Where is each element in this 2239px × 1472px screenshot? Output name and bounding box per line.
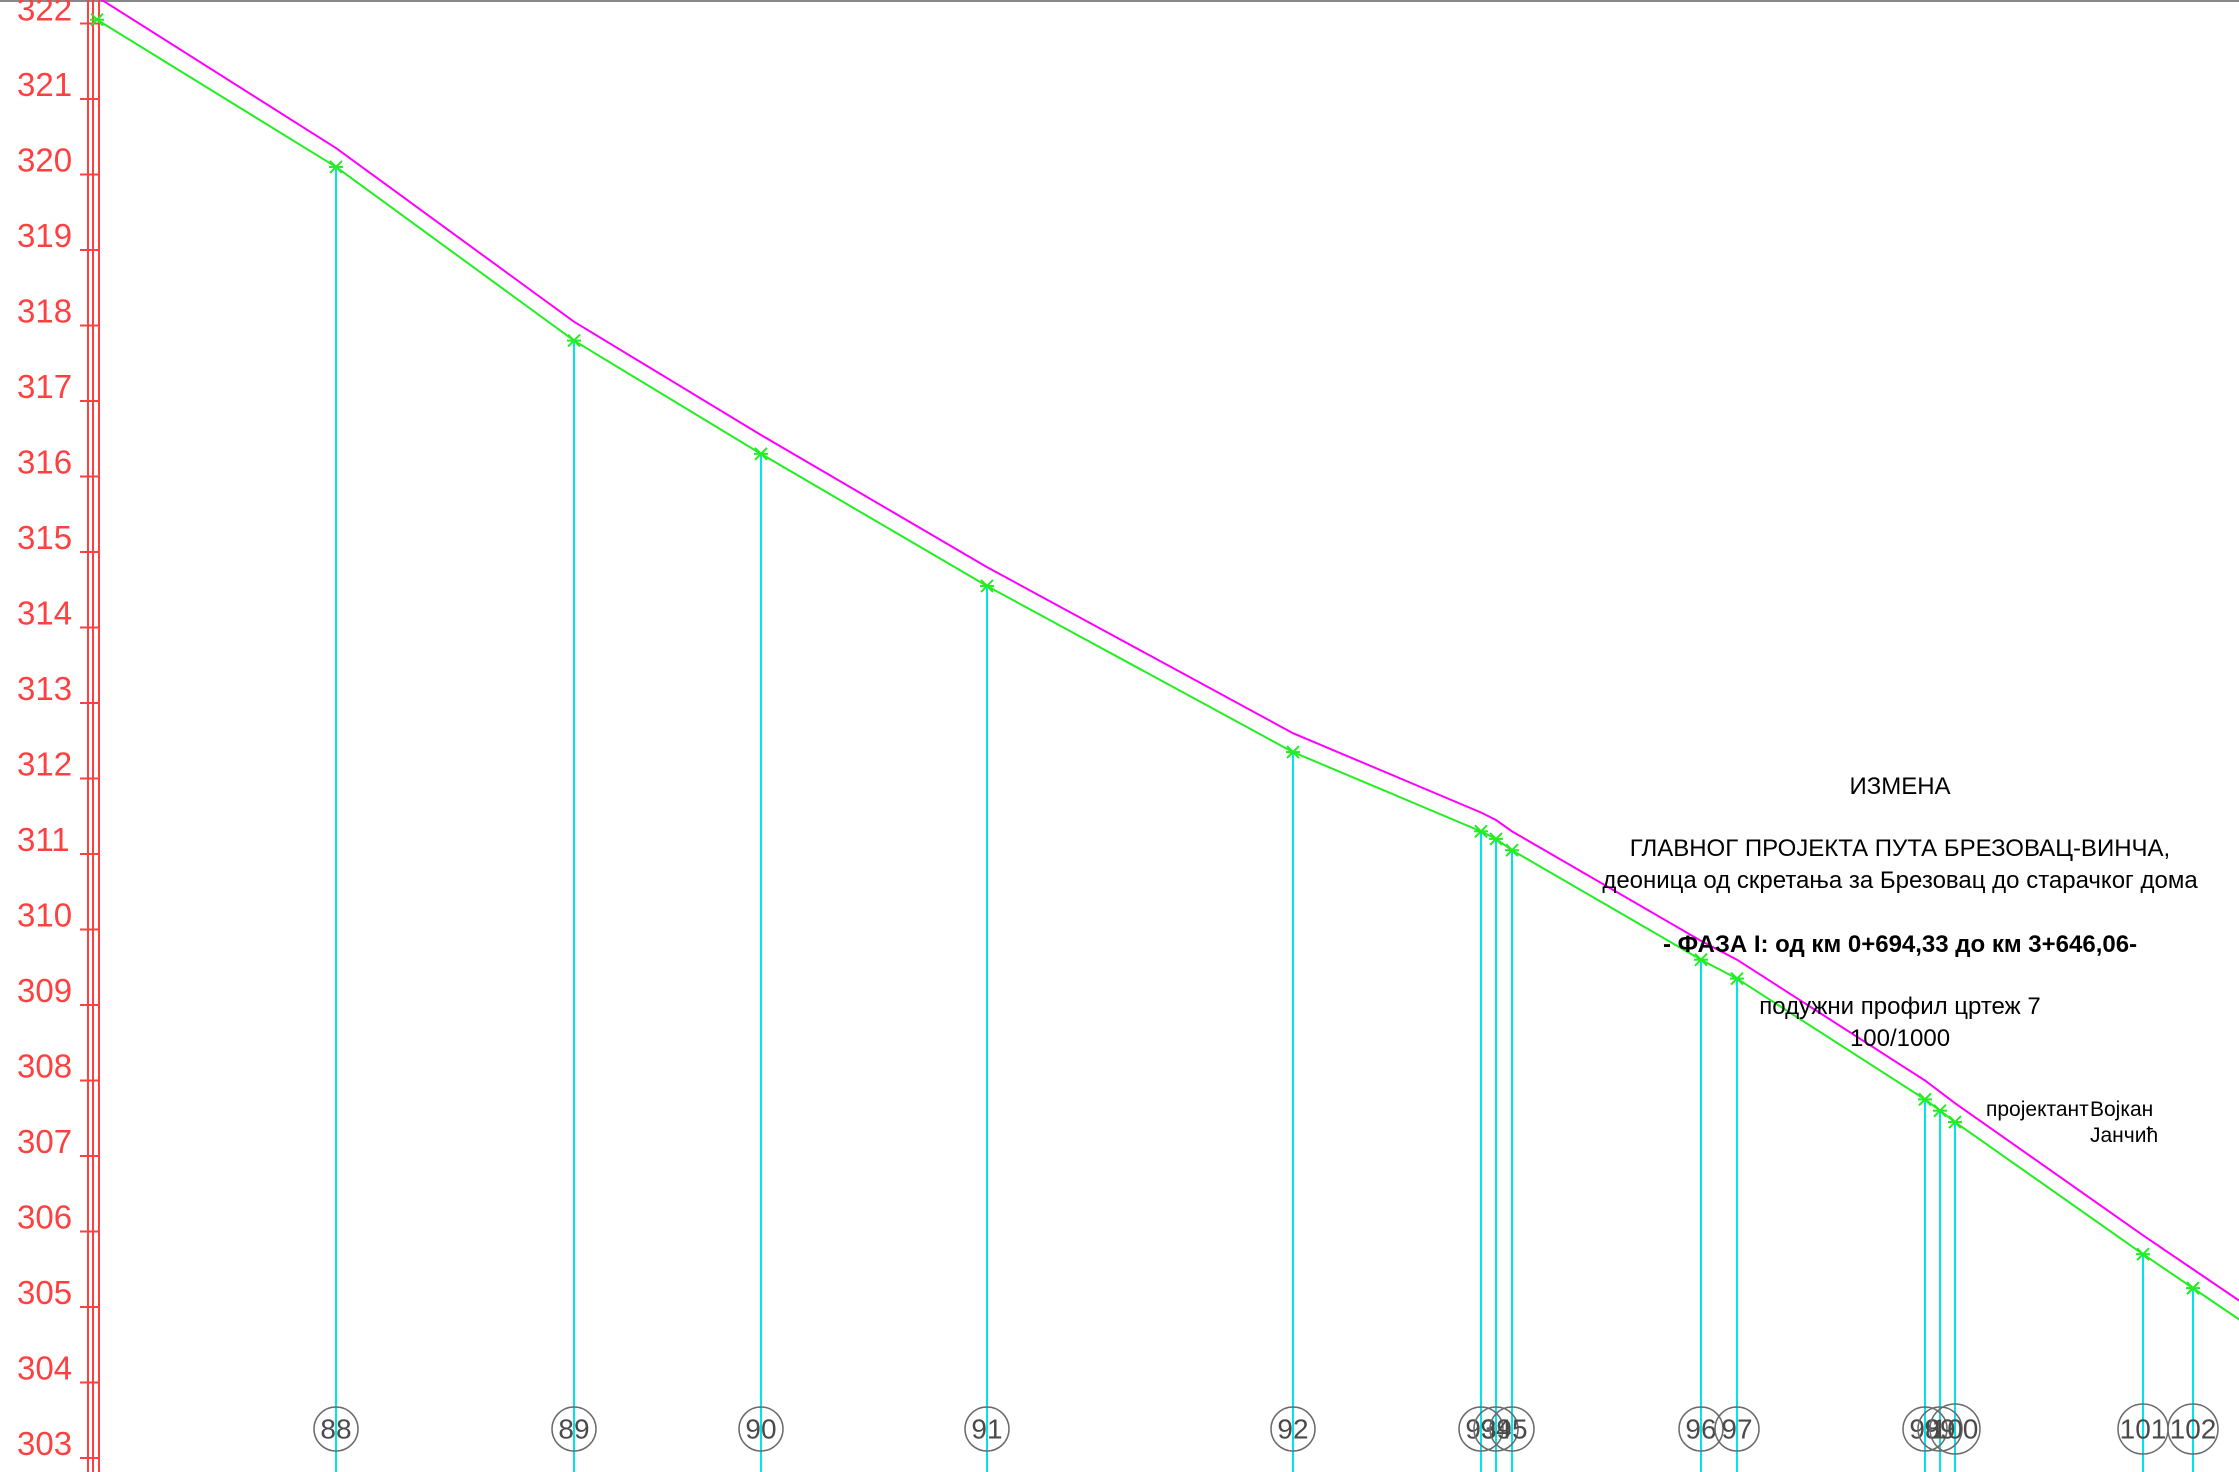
station-circle-90 [738,1406,784,1452]
axis-tick-label-313: 313 [17,670,72,707]
elevation-axis: 303 304 305 306 307 308 309 310 311 312 313 314 315 3… [17,0,100,1472]
designer-first-name: Војкан [2090,1098,2153,1121]
station-circle-96 [1678,1406,1724,1452]
station-label-94: 94 [1480,1414,1511,1445]
terrain-marker-start [90,13,104,27]
station-circle-91 [964,1406,1010,1452]
station-label-101: 101 [2120,1414,2167,1445]
axis-tick-label-319: 319 [17,217,72,254]
terrain-marker-96 [1694,952,1708,967]
station-circle-97 [1714,1406,1760,1452]
axis-tick-label-315: 315 [17,519,72,556]
axis-tick-label-311: 311 [17,821,70,858]
station-circle-88 [313,1406,359,1452]
terrain-marker-89 [567,333,581,348]
station-circle-93 [1458,1406,1504,1452]
station-label-98: 98 [1909,1414,1940,1445]
title-section: деоница од скретања за Брезовац до стара… [1602,867,2198,894]
axis-tick-label-312: 312 [17,746,72,783]
station-circle-89 [551,1406,597,1452]
title-scale: 100/1000 [1850,1025,1950,1052]
title-project: ГЛАВНОГ ПРОЈЕКТА ПУТА БРЕЗОВАЦ-ВИНЧА, [1630,835,2170,862]
design-grade-line [100,0,2239,1302]
terrain-point-markers [90,13,2200,1295]
axis-tick-label-318: 318 [17,293,72,330]
terrain-marker-97 [1730,971,1744,986]
station-circle-99 [1917,1406,1963,1452]
axis-tick-label-316: 316 [17,444,72,481]
terrain-marker-94 [1489,832,1503,846]
title-change: ИЗМЕНА [1849,773,1950,800]
terrain-marker-92 [1286,745,1300,759]
station-circle-94 [1473,1406,1519,1452]
station-label-90: 90 [745,1414,776,1445]
station-label-97: 97 [1721,1414,1752,1445]
designer-last-name: Јанчић [2090,1124,2158,1147]
terrain-marker-91 [980,579,994,593]
station-circle-98 [1902,1406,1948,1452]
terrain-marker-100 [1948,1115,1962,1129]
station-label-88: 88 [320,1414,351,1445]
station-circle-102 [2167,1403,2219,1455]
station-label-92: 92 [1277,1414,1308,1445]
axis-tick-label-309: 309 [17,972,72,1009]
terrain-marker-102 [2186,1281,2200,1295]
axis-tick-label-320: 320 [17,142,72,179]
station-label-93: 93 [1465,1414,1496,1445]
axis-tick-label-321: 321 [17,66,72,103]
axis-tick-label-310: 310 [17,897,72,934]
terrain-marker-88 [329,160,343,174]
axis-tick-label-304: 304 [17,1350,72,1387]
designer-label: пројектант [1986,1098,2089,1121]
terrain-marker-101 [2136,1247,2150,1261]
axis-tick-label-306: 306 [17,1199,72,1236]
station-circle-92 [1270,1406,1316,1452]
station-label-96: 96 [1685,1414,1716,1445]
station-label-102: 102 [2170,1414,2217,1445]
terrain-marker-90 [754,447,768,461]
terrain-line [96,18,2239,1321]
station-lines [335,166,2194,1472]
axis-tick-label-308: 308 [17,1048,72,1085]
axis-tick-label-314: 314 [17,595,72,632]
station-circle-95 [1489,1406,1535,1452]
title-phase: - ФАЗА I: од км 0+694,33 до км 3+646,06- [1663,931,2137,958]
terrain-marker-95 [1505,843,1519,857]
axis-tick-label-322: 322 [17,0,72,28]
title-drawing: подужни профил цртеж 7 [1759,993,2040,1020]
station-label-100: 100 [1932,1414,1979,1445]
station-circle-100 [1929,1403,1981,1455]
station-label-95: 95 [1496,1414,1527,1445]
title-block: ИЗМЕНА ГЛАВНОГ ПРОЈЕКТА ПУТА БРЕЗОВАЦ-ВИ… [1602,773,2198,1147]
terrain-marker-98 [1918,1092,1932,1107]
terrain-marker-99 [1933,1103,1947,1118]
axis-tick-label-317: 317 [17,368,72,405]
station-label-91: 91 [971,1414,1002,1445]
axis-tick-label-305: 305 [17,1274,72,1311]
axis-tick-label-307: 307 [17,1123,72,1160]
axis-tick-label-303: 303 [17,1425,72,1462]
terrain-marker-93 [1474,824,1488,839]
station-label-89: 89 [558,1414,589,1445]
